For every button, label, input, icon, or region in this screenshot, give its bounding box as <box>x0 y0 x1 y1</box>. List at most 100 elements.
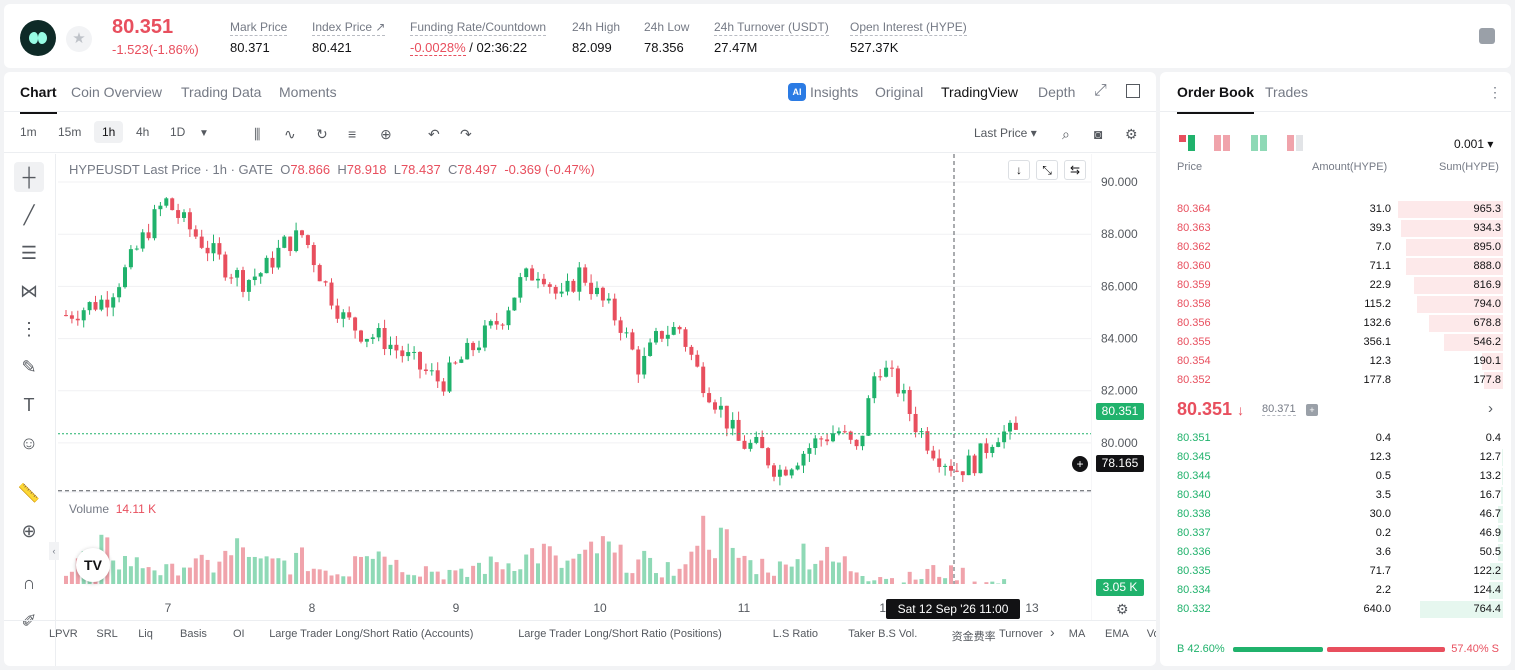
undo-icon[interactable]: ↶ <box>428 126 440 142</box>
ask-row[interactable]: 80.354 12.3 190.1 <box>1160 352 1511 371</box>
indicator-item[interactable]: LPVR <box>49 628 78 640</box>
indicator-item[interactable]: EMA <box>1105 628 1129 640</box>
bid-row[interactable]: 80.338 30.0 46.7 <box>1160 505 1511 524</box>
ask-row[interactable]: 80.364 31.0 965.3 <box>1160 200 1511 219</box>
template-icon[interactable]: ≡ <box>348 126 357 142</box>
tab-chart[interactable]: Chart <box>20 84 57 114</box>
ask-row[interactable]: 80.362 7.0 895.0 <box>1160 238 1511 257</box>
bid-row[interactable]: 80.351 0.4 0.4 <box>1160 429 1511 448</box>
stat-label[interactable]: 24h Turnover (USDT) <box>714 20 829 36</box>
interval-15m[interactable]: 15m <box>58 125 82 139</box>
crosshair-icon[interactable]: ┼ <box>14 162 44 192</box>
add-order-icon[interactable]: + <box>1072 456 1088 472</box>
mark-price[interactable]: 80.371 <box>1262 403 1296 416</box>
interval-4h[interactable]: 4h <box>136 125 150 139</box>
interval-1m[interactable]: 1m <box>20 125 37 139</box>
bid-row[interactable]: 80.337 0.2 46.9 <box>1160 524 1511 543</box>
indicator-item[interactable]: Large Trader Long/Short Ratio (Positions… <box>518 628 722 640</box>
ask-row[interactable]: 80.356 132.6 678.8 <box>1160 314 1511 333</box>
ask-row[interactable]: 80.359 22.9 816.9 <box>1160 276 1511 295</box>
horizontal-lines-icon[interactable]: ☰ <box>20 243 38 263</box>
camera-icon[interactable]: ◙ <box>1094 126 1103 142</box>
tab-coin-overview[interactable]: Coin Overview <box>71 84 163 100</box>
indicator-item[interactable]: Volu <box>1146 628 1156 640</box>
indicator-item[interactable]: OI <box>233 628 245 640</box>
stat-label[interactable]: Open Interest (HYPE) <box>850 20 967 36</box>
ask-row[interactable]: 80.360 71.1 888.0 <box>1160 257 1511 276</box>
search-icon[interactable]: ⌕ <box>1062 126 1070 142</box>
tab-tradingview[interactable]: TradingView <box>941 84 1019 100</box>
trendline-icon[interactable]: ╱ <box>23 205 35 225</box>
ask-row[interactable]: 80.363 39.3 934.3 <box>1160 219 1511 238</box>
tab-original[interactable]: Original <box>875 84 924 100</box>
tab-trading-data[interactable]: Trading Data <box>181 84 262 100</box>
fit-icon[interactable]: ⇆ <box>1064 160 1086 180</box>
ask-row[interactable]: 80.352 177.8 177.8 <box>1160 371 1511 390</box>
stat-label[interactable]: Mark Price <box>230 20 288 36</box>
add-alert-icon[interactable]: ⊕ <box>380 126 392 142</box>
more-icon[interactable]: ⋮ <box>1488 84 1502 100</box>
price-type-select[interactable]: Last Price ▾ <box>974 126 1037 140</box>
stat-label[interactable]: Funding Rate/Countdown <box>410 20 547 36</box>
expand-icon[interactable]: ⤢ <box>1094 82 1107 99</box>
price-chart[interactable] <box>58 154 1091 584</box>
indicator-item[interactable]: Taker B.S Vol. <box>848 628 918 640</box>
ruler-icon[interactable]: 📏 <box>17 483 41 503</box>
ask-row[interactable]: 80.355 356.1 546.2 <box>1160 333 1511 352</box>
bid-row[interactable]: 80.345 12.3 12.7 <box>1160 448 1511 467</box>
candle-body <box>783 469 788 476</box>
tab-trades[interactable]: Trades <box>1265 84 1309 100</box>
asks-only-icon[interactable] <box>1214 135 1230 151</box>
favorite-star-icon[interactable]: ★ <box>66 26 92 52</box>
chevron-right-icon[interactable]: › <box>1050 624 1055 640</box>
collapse-left-icon[interactable]: ‹ <box>49 542 59 560</box>
pencil-lock-icon[interactable]: ✐ <box>21 611 37 631</box>
indicators-icon[interactable]: ∿ <box>284 126 296 142</box>
tab-order-book[interactable]: Order Book <box>1177 84 1255 114</box>
indicator-item[interactable]: MA <box>1068 628 1086 640</box>
info-icon[interactable]: + <box>1306 404 1318 416</box>
indicator-item[interactable]: Basis <box>180 628 207 640</box>
collapse-icon[interactable]: ⤡ <box>1036 160 1058 180</box>
bid-row[interactable]: 80.334 2.2 124.4 <box>1160 581 1511 600</box>
bid-row[interactable]: 80.332 640.0 764.4 <box>1160 600 1511 619</box>
interval-dropdown-icon[interactable]: ▼ <box>199 128 209 139</box>
indicator-item[interactable]: L.S Ratio <box>772 628 819 640</box>
emoji-icon[interactable]: ☺ <box>19 433 39 453</box>
redo-icon[interactable]: ↷ <box>460 126 472 142</box>
brush-icon[interactable]: ✎ <box>21 357 37 377</box>
bid-row[interactable]: 80.340 3.5 16.7 <box>1160 486 1511 505</box>
settings-gear-icon[interactable]: ⚙ <box>1125 126 1138 142</box>
both-sides-icon[interactable] <box>1179 135 1195 151</box>
time-settings-icon[interactable]: ⚙ <box>1116 601 1129 617</box>
tab-depth[interactable]: Depth <box>1038 84 1076 100</box>
precision-select[interactable]: 0.001 ▾ <box>1454 137 1494 151</box>
interval-1h[interactable]: 1h <box>94 121 124 143</box>
tab-moments[interactable]: Moments <box>279 84 337 100</box>
ask-row[interactable]: 80.358 115.2 794.0 <box>1160 295 1511 314</box>
indicator-item[interactable]: Large Trader Long/Short Ratio (Accounts) <box>269 628 474 640</box>
asks-bids-icon[interactable] <box>1287 135 1303 151</box>
zoom-in-icon[interactable]: ⊕ <box>21 521 37 541</box>
candle-type-icon[interactable]: ⫼ <box>254 126 261 142</box>
interval-1d[interactable]: 1D <box>170 125 186 139</box>
fib-icon[interactable]: ⋮ <box>20 319 38 339</box>
indicator-item[interactable]: Liq <box>138 628 153 640</box>
text-tool-icon[interactable]: T <box>23 395 35 415</box>
indicator-item[interactable]: SRL <box>96 628 118 640</box>
indicator-item[interactable]: Turnover <box>999 628 1043 640</box>
book-icon[interactable] <box>1479 28 1495 44</box>
bids-only-icon[interactable] <box>1251 135 1267 151</box>
magnet-icon[interactable]: ∩ <box>22 573 36 593</box>
tab-insights[interactable]: Insights <box>810 84 859 100</box>
bid-row[interactable]: 80.336 3.6 50.5 <box>1160 543 1511 562</box>
pattern-icon[interactable]: ⋈ <box>20 281 38 301</box>
bid-row[interactable]: 80.344 0.5 13.2 <box>1160 467 1511 486</box>
chevron-right-icon[interactable]: › <box>1488 400 1493 417</box>
scroll-down-icon[interactable]: ↓ <box>1008 160 1030 180</box>
refresh-icon[interactable]: ↻ <box>316 126 328 142</box>
stat-label[interactable]: Index Price ↗ <box>312 20 386 36</box>
indicator-item[interactable]: 资金费率 <box>951 631 996 643</box>
bid-row[interactable]: 80.335 71.7 122.2 <box>1160 562 1511 581</box>
window-icon[interactable] <box>1126 84 1140 98</box>
